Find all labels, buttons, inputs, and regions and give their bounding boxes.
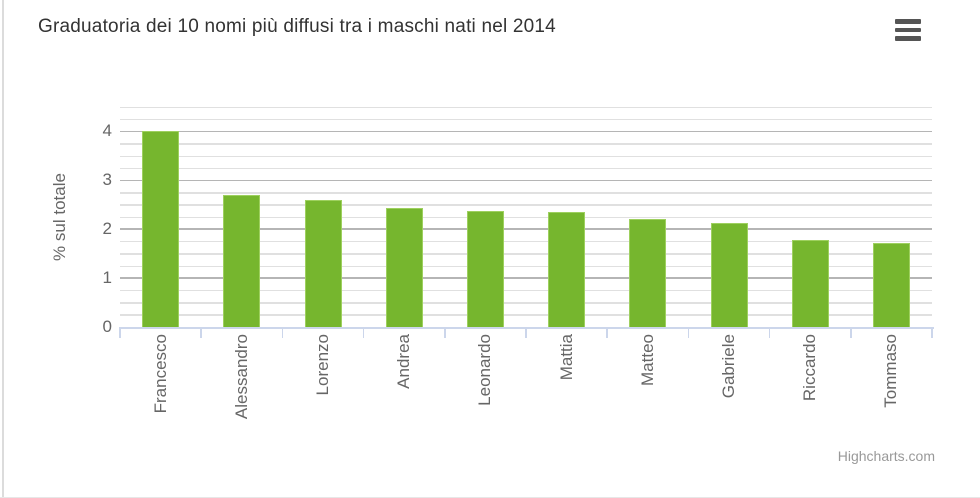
bar-leonardo[interactable] bbox=[466, 210, 504, 327]
minor-gridline bbox=[120, 302, 932, 304]
x-category-label: Tommaso bbox=[881, 334, 901, 408]
minor-gridline bbox=[120, 265, 932, 267]
minor-gridline bbox=[120, 204, 932, 206]
x-axis-tick bbox=[606, 327, 608, 338]
bar-lorenzo[interactable] bbox=[304, 199, 342, 327]
bar-mattia[interactable] bbox=[548, 211, 586, 327]
x-axis-tick bbox=[444, 327, 446, 338]
major-gridline bbox=[120, 179, 932, 182]
x-axis-tick bbox=[931, 327, 933, 338]
x-axis-tick bbox=[850, 327, 852, 338]
bar-alessandro[interactable] bbox=[223, 195, 261, 327]
x-category-label: Andrea bbox=[394, 334, 414, 389]
left-border-divider bbox=[2, 0, 4, 498]
minor-gridline bbox=[120, 216, 932, 218]
y-tick-label: 1 bbox=[102, 268, 112, 288]
x-axis-tick bbox=[525, 327, 527, 338]
x-category-label: Lorenzo bbox=[313, 334, 332, 396]
minor-gridline bbox=[120, 143, 932, 145]
x-axis-labels: Francesco Alessandro Lorenzo Andrea Leonardo… bbox=[120, 334, 932, 464]
hamburger-icon bbox=[895, 19, 921, 24]
bar-gabriele[interactable] bbox=[710, 222, 748, 327]
bar-matteo[interactable] bbox=[629, 218, 667, 327]
y-tick-label: 0 bbox=[102, 317, 112, 336]
minor-gridline bbox=[120, 290, 932, 292]
minor-gridline bbox=[120, 167, 932, 170]
hamburger-icon bbox=[895, 36, 921, 41]
major-gridline bbox=[120, 228, 932, 231]
context-menu-button[interactable] bbox=[895, 19, 921, 41]
bar-francesco[interactable] bbox=[142, 131, 180, 327]
minor-gridline bbox=[120, 314, 932, 316]
x-category-label: Gabriele bbox=[719, 334, 738, 399]
x-category-label: Alessandro bbox=[231, 334, 251, 420]
x-axis-tick bbox=[281, 327, 284, 338]
x-axis-tick bbox=[119, 327, 121, 338]
x-axis-tick bbox=[362, 327, 365, 338]
minor-gridline bbox=[120, 118, 932, 121]
minor-gridline bbox=[120, 155, 932, 157]
x-axis-tick bbox=[687, 327, 690, 338]
bar-tommaso[interactable] bbox=[872, 242, 910, 327]
minor-gridline bbox=[120, 106, 932, 108]
minor-gridline bbox=[120, 241, 932, 243]
x-category-label: Matteo bbox=[637, 334, 657, 386]
x-axis-ticks bbox=[119, 327, 933, 339]
bar-riccardo[interactable] bbox=[791, 240, 829, 327]
x-category-label: Riccardo bbox=[800, 334, 820, 402]
minor-gridline bbox=[120, 253, 932, 255]
x-axis-tick bbox=[200, 327, 202, 338]
plot-area bbox=[120, 106, 932, 327]
chart-title: Graduatoria dei 10 nomi più diffusi tra … bbox=[38, 16, 556, 37]
x-axis-line bbox=[120, 327, 934, 329]
x-category-label: Leonardo bbox=[475, 334, 495, 406]
minor-gridline bbox=[120, 192, 932, 194]
y-tick-label: 3 bbox=[102, 170, 112, 190]
x-axis-tick bbox=[768, 327, 771, 338]
hamburger-icon bbox=[895, 27, 921, 33]
highcharts-credit-link[interactable]: Highcharts.com bbox=[837, 448, 935, 464]
y-tick-label: 4 bbox=[102, 121, 112, 141]
bar-andrea[interactable] bbox=[385, 207, 423, 327]
x-category-label: Francesco bbox=[150, 334, 170, 414]
major-gridline bbox=[120, 130, 932, 133]
y-axis-labels: 0 1 2 3 4 bbox=[0, 107, 112, 336]
x-category-label: Mattia bbox=[556, 334, 576, 381]
major-gridline bbox=[120, 277, 932, 280]
y-tick-label: 2 bbox=[102, 219, 112, 239]
